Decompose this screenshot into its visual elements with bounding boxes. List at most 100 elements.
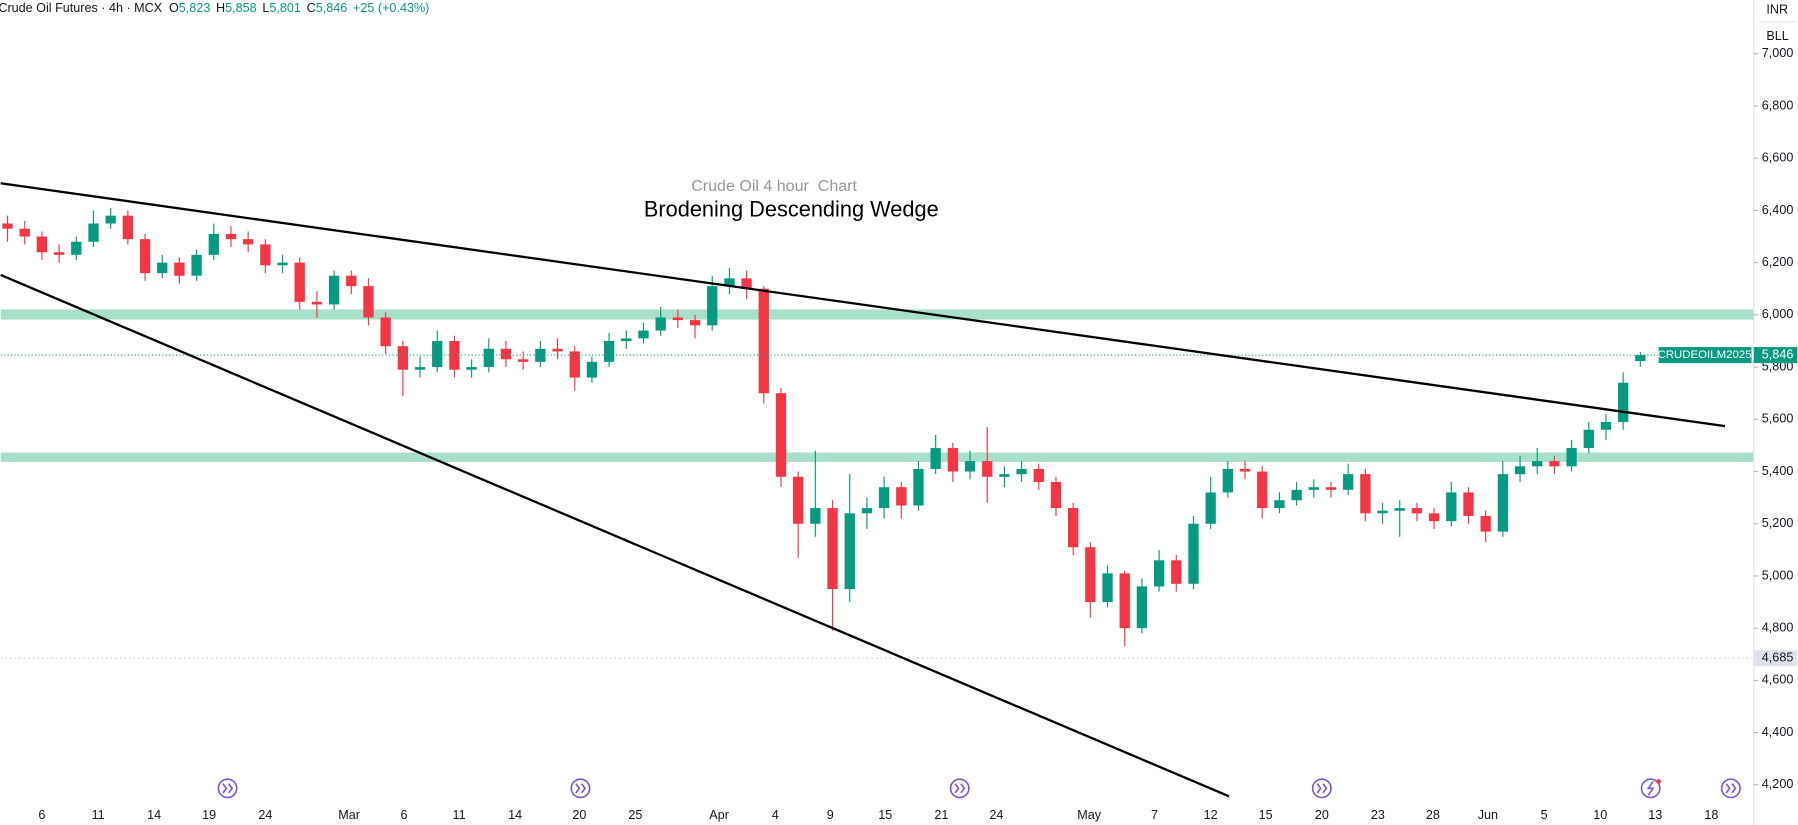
- candle-body: [1205, 492, 1216, 524]
- chart-subtitle: Crude Oil 4 hour Chart: [691, 177, 857, 195]
- x-tick-label: 24: [258, 808, 272, 822]
- candle-body: [810, 508, 821, 524]
- candle-body: [105, 215, 116, 224]
- x-tick-label: 10: [1593, 808, 1607, 822]
- candle-body: [277, 262, 288, 266]
- candle-body: [1257, 471, 1268, 509]
- x-tick-label: May: [1077, 808, 1101, 822]
- candle-body: [982, 461, 993, 477]
- candle-body: [1428, 513, 1440, 522]
- price-label: 5,846: [1762, 347, 1794, 361]
- candle-body: [208, 233, 219, 255]
- y-tick-label: 7,000: [1762, 46, 1794, 60]
- candle-body: [1532, 461, 1543, 467]
- plot-area: [0, 207, 1754, 659]
- candle-body: [689, 320, 701, 326]
- candle-body: [1514, 466, 1526, 475]
- legend-header: Crude Oil Futures · 4h · MCX O5,823 H5,858…: [0, 1, 429, 15]
- x-tick-label: 9: [827, 808, 834, 822]
- x-tick-label: 11: [453, 808, 466, 822]
- candle-body: [346, 275, 357, 287]
- candle-body: [1291, 489, 1302, 501]
- candle-body: [1119, 573, 1130, 629]
- candle-body: [1343, 474, 1354, 490]
- candle-body: [878, 487, 890, 509]
- candle-body: [225, 233, 237, 240]
- x-tick-label: 12: [1204, 808, 1218, 822]
- candle-body: [724, 278, 735, 287]
- symbol: Crude Oil Futures · 4h · MCX: [0, 1, 163, 15]
- candle-body: [844, 513, 855, 590]
- candle-body: [71, 241, 82, 255]
- x-tick-label: Jun: [1478, 808, 1498, 822]
- x-tick-label: 18: [1704, 808, 1718, 822]
- candle-body: [947, 448, 959, 472]
- candle-body: [414, 367, 426, 370]
- candle-body: [655, 317, 666, 331]
- candle-body: [122, 215, 134, 240]
- candle-body: [1068, 508, 1079, 548]
- candle-body: [311, 301, 323, 305]
- unit: BLL: [1766, 29, 1788, 43]
- candle-body: [1153, 560, 1165, 587]
- candle-body: [328, 275, 340, 305]
- y-tick-label: 4,200: [1762, 777, 1794, 791]
- y-tick-label: 5,400: [1762, 464, 1794, 478]
- candle-body: [741, 278, 752, 289]
- candle-body: [1308, 487, 1319, 490]
- y-tick-label: 6,600: [1762, 151, 1794, 165]
- candle-body: [88, 223, 99, 242]
- candle-body: [1102, 573, 1113, 603]
- candle-body: [483, 348, 494, 368]
- candle-body: [139, 239, 151, 274]
- candle-body: [1497, 474, 1509, 532]
- ohlc-key: O: [169, 1, 179, 15]
- x-tick-label: 7: [1151, 808, 1158, 822]
- y-tick-label: 4,600: [1762, 673, 1794, 687]
- candle-body: [191, 254, 202, 276]
- candle-body: [1635, 355, 1646, 362]
- price-label-box: [1753, 347, 1798, 364]
- candle-body: [1566, 448, 1577, 467]
- candle-body: [397, 346, 409, 370]
- chart-title: Brodening Descending Wedge: [644, 197, 939, 222]
- y-tick-label: 6,400: [1762, 203, 1794, 217]
- candle-body: [1446, 492, 1457, 522]
- candle-body: [1394, 508, 1405, 511]
- candle-body: [707, 286, 718, 326]
- candle-body: [1480, 515, 1491, 532]
- candle-body: [36, 236, 48, 253]
- low-label: 4,685: [1762, 651, 1794, 665]
- x-tick-label: 4: [772, 808, 779, 822]
- candle-body: [1360, 474, 1371, 514]
- candle-body: [999, 474, 1010, 477]
- ohlc-key: H: [216, 1, 225, 15]
- candle-body: [793, 476, 804, 524]
- event-icons: [217, 778, 1741, 799]
- y-tick-label: 6,000: [1762, 307, 1794, 321]
- x-tick-label: Mar: [338, 808, 360, 822]
- candle-body: [1463, 492, 1474, 516]
- ohlc-value: 5,801: [269, 1, 301, 15]
- y-tick-label: 6,800: [1762, 98, 1794, 112]
- y-tick-label: 4,400: [1762, 725, 1794, 739]
- candle-body: [1188, 523, 1199, 584]
- y-tick-label: 5,600: [1762, 412, 1794, 426]
- candle-body: [1411, 508, 1423, 514]
- candle-body: [1618, 382, 1629, 422]
- x-tick-label: 6: [38, 808, 45, 822]
- candle-body: [896, 487, 907, 506]
- candle-body: [586, 361, 598, 378]
- x-tick-label: 11: [92, 808, 105, 822]
- candle-body: [1016, 468, 1027, 475]
- ohlc-value: 5,846: [316, 1, 348, 15]
- candle-body: [1549, 461, 1560, 467]
- candle-body: [621, 338, 632, 341]
- candle-body: [53, 252, 65, 255]
- currency: INR: [1766, 3, 1788, 17]
- candle-body: [930, 448, 941, 469]
- candle-body: [1033, 468, 1044, 482]
- candle-body: [1600, 421, 1612, 430]
- ohlc-key: C: [307, 1, 316, 15]
- candle-body: [432, 340, 443, 368]
